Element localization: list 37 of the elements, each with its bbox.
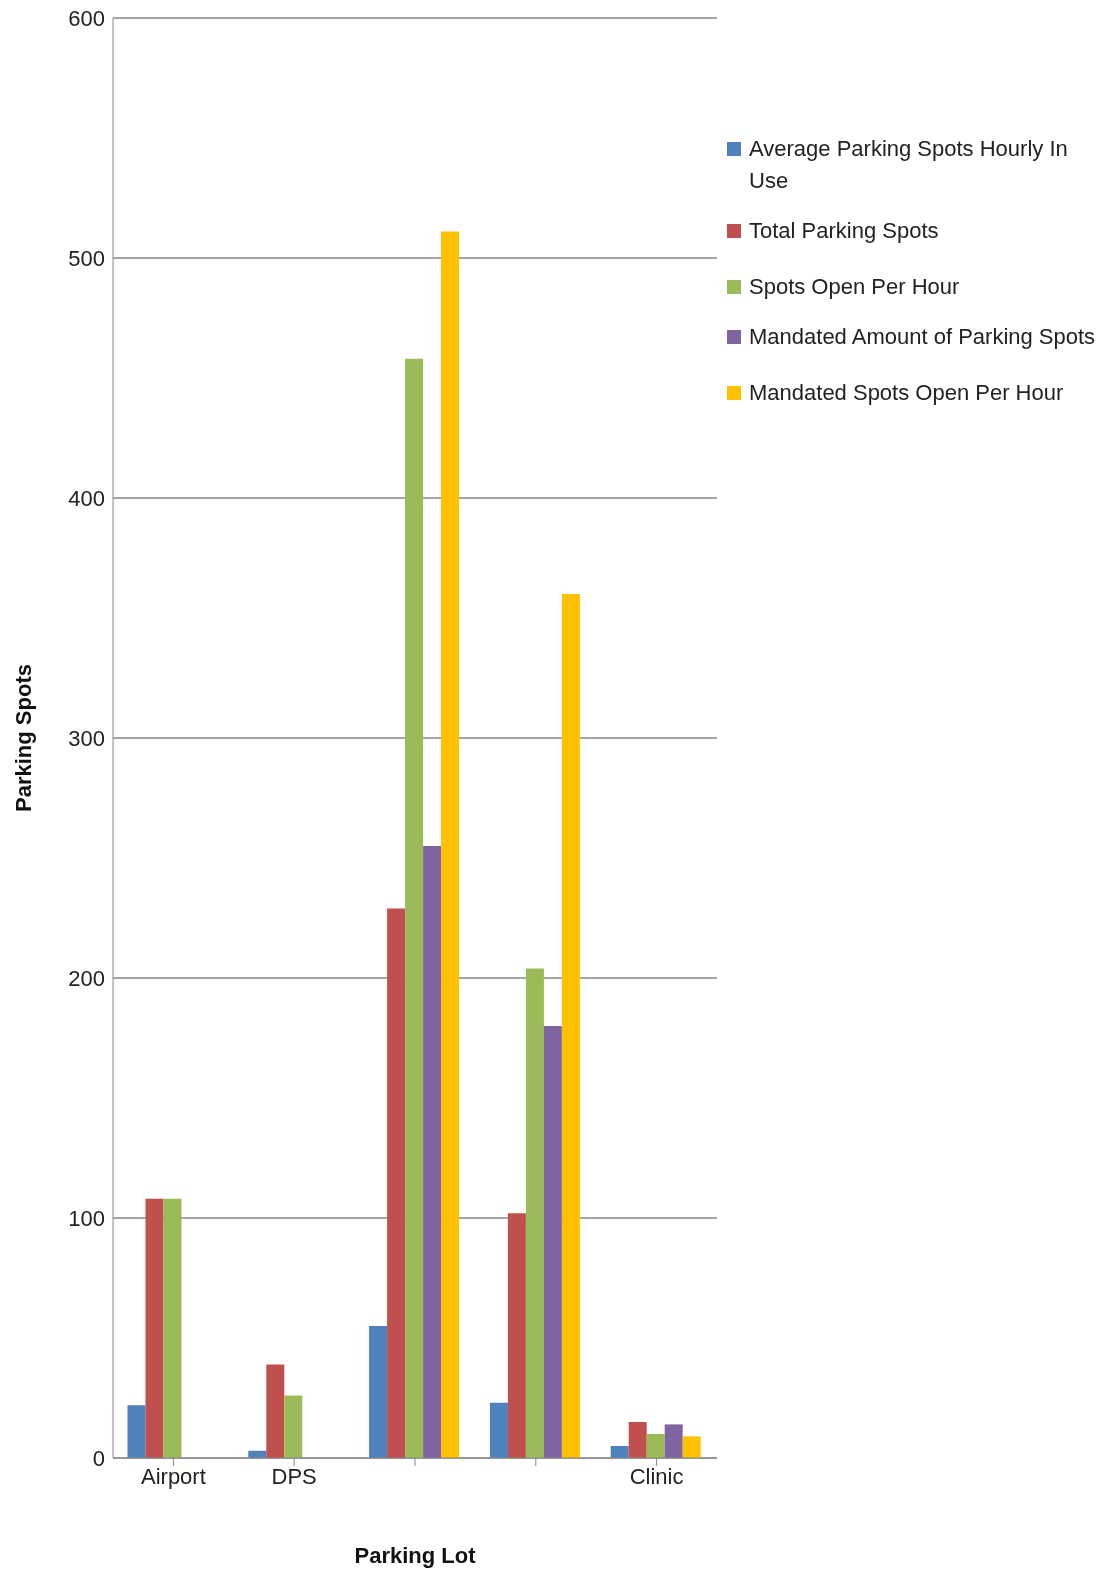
y-axis-title: Parking Spots bbox=[10, 664, 36, 812]
bar bbox=[507, 1213, 526, 1458]
bar bbox=[561, 594, 580, 1458]
bar bbox=[405, 358, 424, 1458]
y-tick-label: 500 bbox=[68, 245, 105, 271]
y-tick-label: 400 bbox=[68, 485, 105, 511]
legend-label: Spots Open Per Hour bbox=[749, 273, 960, 301]
legend-label: Mandated Spots Open Per Hour bbox=[749, 379, 1064, 407]
legend-label: Average Parking Spots Hourly In Use bbox=[749, 135, 1069, 195]
y-tick-label: 0 bbox=[92, 1445, 105, 1471]
y-tick-label: 600 bbox=[68, 5, 105, 31]
bar bbox=[628, 1422, 647, 1458]
bar bbox=[441, 231, 460, 1458]
x-tick-label: DPS bbox=[271, 1463, 317, 1489]
bar bbox=[145, 1198, 164, 1458]
y-tick-label: 300 bbox=[68, 725, 105, 751]
y-tick-label: 100 bbox=[68, 1205, 105, 1231]
bar bbox=[489, 1402, 508, 1458]
bar bbox=[387, 908, 406, 1458]
bar bbox=[543, 1026, 562, 1458]
bar bbox=[525, 968, 544, 1458]
legend-label: Mandated Amount of Parking Spots bbox=[749, 323, 1096, 351]
x-tick-label: Airport bbox=[141, 1463, 206, 1489]
x-axis-title: Parking Lot bbox=[354, 1543, 477, 1568]
y-tick-label: 200 bbox=[68, 965, 105, 991]
legend-label: Total Parking Spots bbox=[749, 217, 939, 245]
bar bbox=[266, 1364, 285, 1458]
bar bbox=[127, 1405, 146, 1458]
bar bbox=[423, 846, 442, 1458]
x-tick-label: Clinic bbox=[629, 1463, 684, 1489]
bar bbox=[664, 1424, 683, 1458]
bar bbox=[682, 1436, 701, 1458]
bar bbox=[610, 1446, 629, 1458]
bar bbox=[646, 1434, 665, 1458]
bar bbox=[284, 1395, 303, 1458]
bar bbox=[163, 1198, 182, 1458]
bar bbox=[369, 1326, 388, 1458]
